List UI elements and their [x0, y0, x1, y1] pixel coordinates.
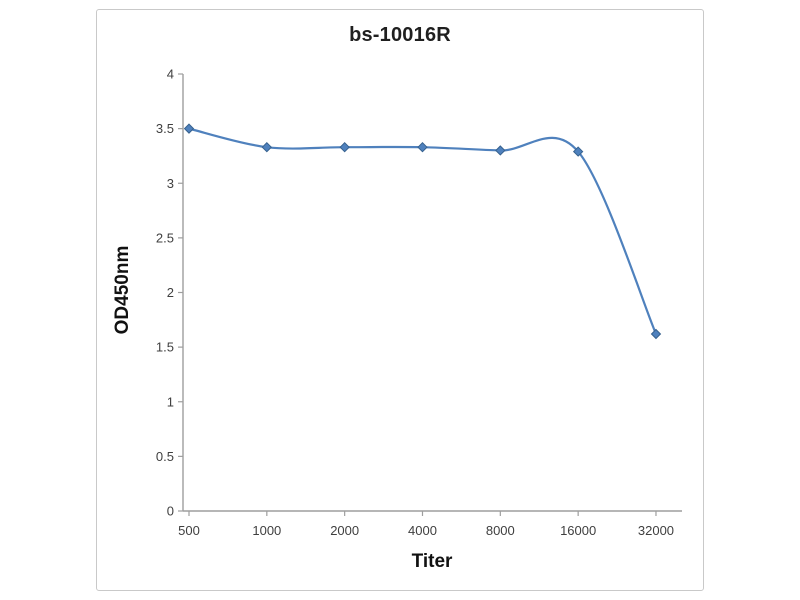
- x-tick-label: 8000: [486, 523, 515, 538]
- line-chart-canvas: 0 0.5 1 1.5 2 2.5 3 3.5 4 500 1000 2000 4000 8000 1600…: [156, 67, 682, 538]
- y-axis-label: OD450nm: [112, 245, 133, 335]
- chart-title: bs-10016R: [349, 24, 451, 46]
- y-tick-label: 0: [167, 504, 174, 519]
- y-tick-label: 3.5: [156, 121, 174, 136]
- x-tick-label: 32000: [638, 523, 674, 538]
- data-point-marker: [650, 328, 662, 340]
- data-point-marker: [183, 123, 195, 134]
- data-point-marker: [261, 141, 273, 153]
- x-tick-label: 4000: [408, 523, 437, 538]
- x-tick-label: 16000: [560, 523, 596, 538]
- y-tick-label: 1.5: [156, 340, 174, 355]
- x-tick-label: 500: [178, 523, 200, 538]
- y-tick-label: 2: [167, 285, 174, 300]
- data-point-marker: [495, 145, 506, 156]
- x-tick-label: 1000: [252, 523, 281, 538]
- y-tick-label: 0.5: [156, 449, 174, 464]
- chart-frame: bs-10016R 0 0.5 1 1.5 2 2.5 3 3.5 4 500 1000 2000 40…: [96, 9, 704, 591]
- data-point-marker: [339, 141, 350, 153]
- data-point-marker: [417, 141, 428, 153]
- x-axis-label: Titer: [411, 551, 453, 572]
- y-tick-label: 2.5: [156, 230, 174, 245]
- y-tick-label: 3: [167, 176, 174, 191]
- y-tick-label: 1: [167, 394, 174, 409]
- y-tick-label: 4: [167, 67, 174, 82]
- x-tick-label: 2000: [330, 523, 359, 538]
- data-point-marker: [572, 146, 584, 157]
- series-line: [187, 127, 658, 336]
